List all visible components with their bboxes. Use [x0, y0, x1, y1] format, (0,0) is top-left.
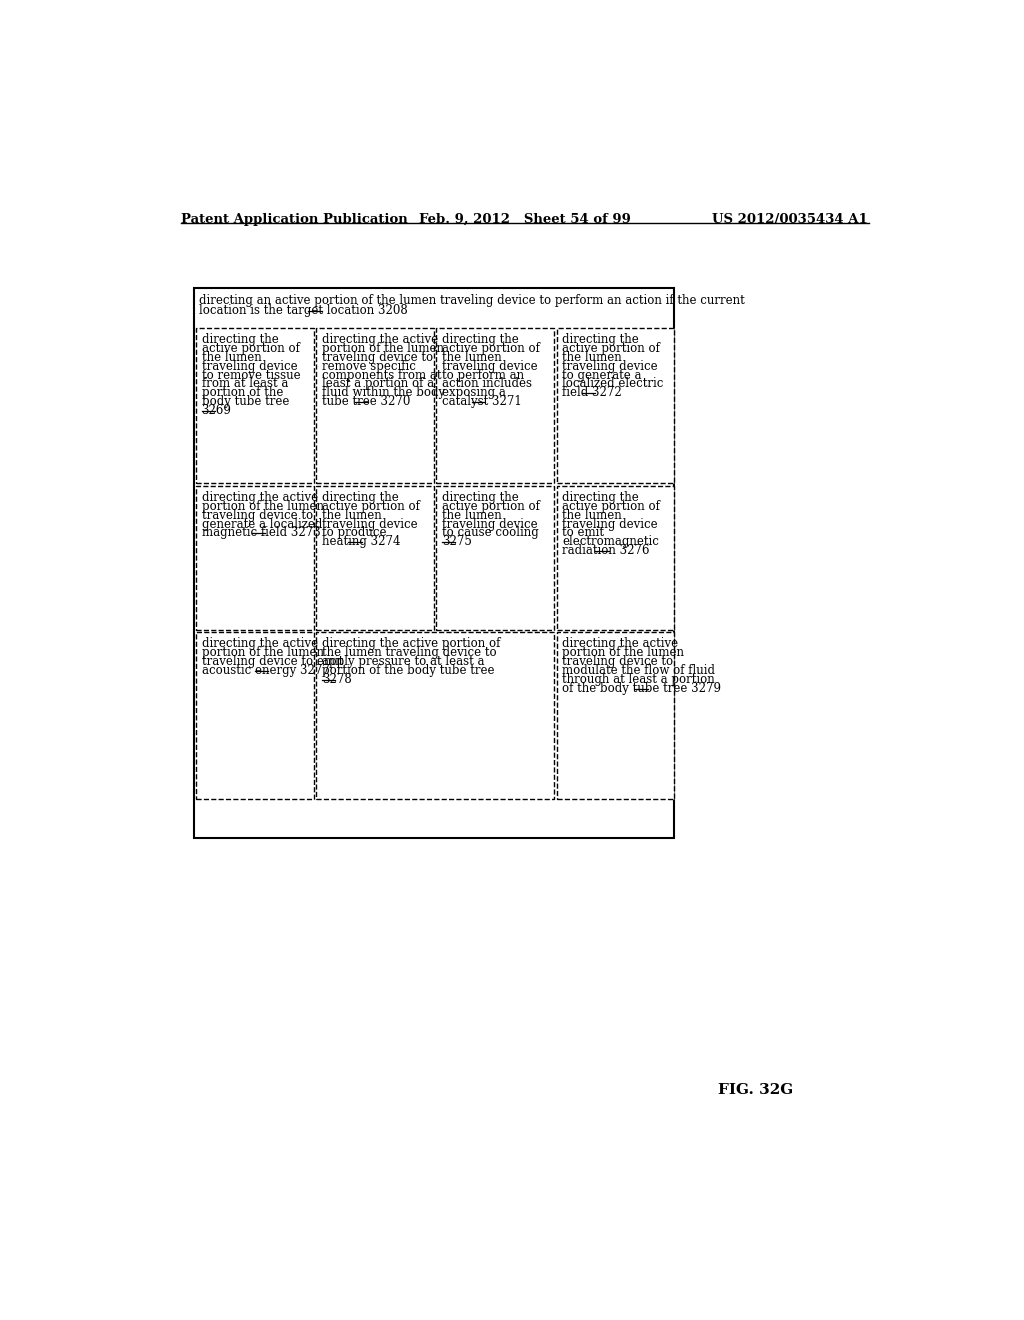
Text: to cause cooling: to cause cooling: [442, 527, 539, 540]
Text: field 3272: field 3272: [562, 387, 622, 400]
Text: directing the: directing the: [442, 491, 518, 504]
Text: localized electric: localized electric: [562, 378, 664, 391]
Text: directing the: directing the: [202, 333, 279, 346]
Text: portion of the lumen: portion of the lumen: [322, 342, 443, 355]
Text: directing the active portion of: directing the active portion of: [322, 638, 500, 651]
Text: traveling device to: traveling device to: [202, 508, 312, 521]
Text: catalyst 3271: catalyst 3271: [442, 395, 521, 408]
Text: traveling device: traveling device: [442, 517, 538, 531]
Text: portion of the lumen: portion of the lumen: [202, 647, 324, 659]
Text: magnetic field 3273: magnetic field 3273: [202, 527, 321, 540]
Text: acoustic energy 3277: acoustic energy 3277: [202, 664, 330, 677]
Text: active portion of: active portion of: [322, 500, 420, 513]
Text: directing the: directing the: [322, 491, 398, 504]
Text: from at least a: from at least a: [202, 378, 288, 391]
Text: traveling device: traveling device: [562, 360, 657, 372]
Text: to perform an: to perform an: [442, 368, 524, 381]
Text: tube tree 3270: tube tree 3270: [322, 395, 411, 408]
Text: 3269: 3269: [202, 404, 231, 417]
Bar: [197, 327, 314, 483]
Text: to generate a: to generate a: [562, 368, 641, 381]
Text: electromagnetic: electromagnetic: [562, 536, 658, 548]
Text: the lumen: the lumen: [322, 508, 382, 521]
Text: fluid within the body: fluid within the body: [322, 387, 444, 400]
Text: the lumen: the lumen: [202, 351, 261, 364]
Text: portion of the lumen: portion of the lumen: [202, 500, 324, 513]
Text: traveling device to emit: traveling device to emit: [202, 655, 343, 668]
Text: least a portion of a: least a portion of a: [322, 378, 434, 391]
Text: location is the target location 3208: location is the target location 3208: [199, 304, 408, 317]
Text: 3275: 3275: [442, 536, 472, 548]
Text: traveling device: traveling device: [322, 517, 418, 531]
Text: portion of the lumen: portion of the lumen: [562, 647, 684, 659]
Text: traveling device: traveling device: [562, 517, 657, 531]
Text: directing the: directing the: [562, 333, 639, 346]
Text: directing the active: directing the active: [202, 491, 317, 504]
Text: directing the: directing the: [562, 491, 639, 504]
Text: active portion of: active portion of: [562, 500, 659, 513]
Text: active portion of: active portion of: [562, 342, 659, 355]
Text: active portion of: active portion of: [442, 500, 540, 513]
Text: the lumen traveling device to: the lumen traveling device to: [322, 647, 497, 659]
Text: remove specific: remove specific: [322, 360, 416, 372]
Text: generate a localized: generate a localized: [202, 517, 322, 531]
Bar: [557, 632, 675, 799]
Bar: [316, 327, 434, 483]
Bar: [557, 327, 675, 483]
Text: FIG. 32G: FIG. 32G: [718, 1084, 794, 1097]
Text: modulate the flow of fluid: modulate the flow of fluid: [562, 664, 715, 677]
Text: portion of the body tube tree: portion of the body tube tree: [322, 664, 495, 677]
Text: action includes: action includes: [442, 378, 531, 391]
Bar: [194, 288, 675, 838]
Bar: [316, 632, 554, 799]
Bar: [316, 486, 434, 630]
Bar: [436, 327, 554, 483]
Text: US 2012/0035434 A1: US 2012/0035434 A1: [713, 213, 868, 226]
Text: directing the active: directing the active: [202, 638, 317, 651]
Text: exposing a: exposing a: [442, 387, 506, 400]
Text: traveling device to: traveling device to: [322, 351, 433, 364]
Text: of the body tube tree 3279: of the body tube tree 3279: [562, 681, 721, 694]
Text: to produce: to produce: [322, 527, 386, 540]
Text: heating 3274: heating 3274: [322, 536, 400, 548]
Text: directing the active: directing the active: [322, 333, 438, 346]
Bar: [197, 632, 314, 799]
Text: to emit: to emit: [562, 527, 604, 540]
Text: to remove tissue: to remove tissue: [202, 368, 300, 381]
Text: portion of the: portion of the: [202, 387, 283, 400]
Text: directing an active portion of the lumen traveling device to perform an action i: directing an active portion of the lumen…: [199, 294, 744, 308]
Text: the lumen: the lumen: [562, 351, 622, 364]
Text: directing the active: directing the active: [562, 638, 678, 651]
Text: Patent Application Publication: Patent Application Publication: [180, 213, 408, 226]
Text: the lumen: the lumen: [562, 508, 622, 521]
Text: body tube tree: body tube tree: [202, 395, 289, 408]
Text: through at least a portion: through at least a portion: [562, 673, 715, 686]
Text: active portion of: active portion of: [442, 342, 540, 355]
Text: components from at: components from at: [322, 368, 441, 381]
Text: directing the: directing the: [442, 333, 518, 346]
Text: traveling device: traveling device: [442, 360, 538, 372]
Bar: [197, 486, 314, 630]
Text: radiation 3276: radiation 3276: [562, 544, 649, 557]
Text: Feb. 9, 2012   Sheet 54 of 99: Feb. 9, 2012 Sheet 54 of 99: [419, 213, 631, 226]
Bar: [436, 486, 554, 630]
Text: the lumen: the lumen: [442, 508, 502, 521]
Text: the lumen: the lumen: [442, 351, 502, 364]
Text: 3278: 3278: [322, 673, 351, 686]
Text: traveling device to: traveling device to: [562, 655, 673, 668]
Bar: [557, 486, 675, 630]
Text: active portion of: active portion of: [202, 342, 299, 355]
Text: apply pressure to at least a: apply pressure to at least a: [322, 655, 484, 668]
Text: traveling device: traveling device: [202, 360, 297, 372]
